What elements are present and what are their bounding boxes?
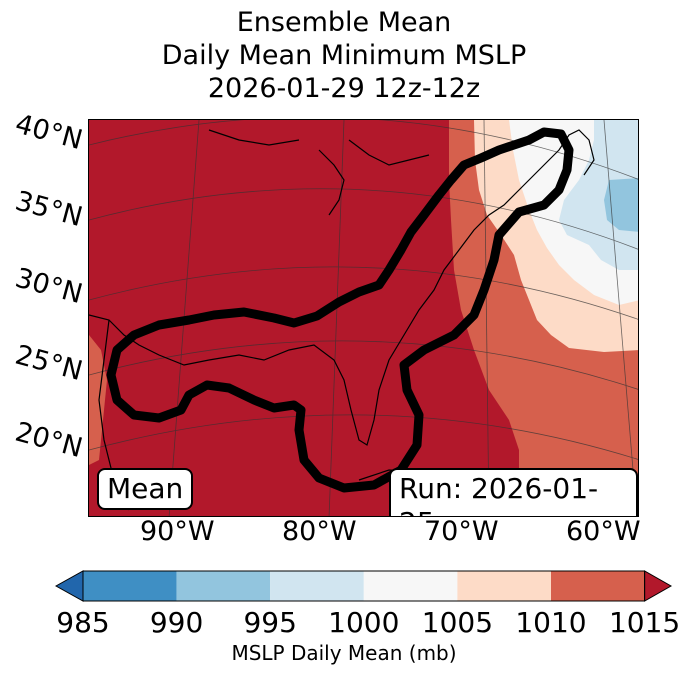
colorbar-bin-1000-1005: [363, 571, 458, 601]
lon-label-90w: 90°W: [140, 516, 215, 547]
title-line-1: Ensemble Mean: [236, 7, 452, 38]
badge-mean: Mean: [97, 468, 194, 510]
colorbar-extend-high: [644, 570, 673, 602]
colorbar-tick-1015: 1015: [608, 606, 681, 639]
title-line-2: Daily Mean Minimum MSLP: [161, 40, 527, 71]
colorbar-tick-1010: 1010: [515, 606, 587, 639]
colorbar-tick-985: 985: [56, 606, 110, 639]
field-990-995: [559, 120, 638, 270]
colorbar-bin-985-990: [83, 571, 177, 601]
lat-label-40: 40°N: [11, 108, 86, 157]
mslp-contour: [106, 127, 574, 493]
colorbar-extend-low: [55, 570, 84, 602]
map-svg: [89, 120, 638, 516]
colorbar-tick-990: 990: [149, 606, 204, 639]
lon-label-80w: 80°W: [282, 516, 357, 547]
title-line-3: 2026-01-29 12z-12z: [207, 73, 481, 104]
lat-label-35: 35°N: [11, 185, 86, 234]
map-panel: Mean Run: 2026-01-25: [88, 119, 639, 517]
badge-run: Run: 2026-01-25: [389, 468, 638, 516]
lat-label-30: 30°N: [11, 262, 86, 311]
colorbar-tick-1000: 1000: [328, 606, 400, 639]
colorbar-label: MSLP Daily Mean (mb): [231, 641, 457, 665]
colorbar-bin-990-995: [176, 571, 271, 601]
colorbar: [55, 570, 673, 602]
colorbar-tick-1005: 1005: [421, 606, 494, 639]
lat-label-25: 25°N: [11, 339, 86, 388]
colorbar-tick-995: 995: [243, 606, 297, 639]
lat-label-20: 20°N: [11, 416, 86, 465]
lon-label-70w: 70°W: [424, 516, 499, 547]
colorbar-bin-1005-1010: [457, 571, 551, 601]
lon-label-60w: 60°W: [566, 516, 641, 547]
colorbar-bin-995-1000: [270, 571, 364, 601]
colorbar-bin-1010-1015: [551, 571, 645, 601]
